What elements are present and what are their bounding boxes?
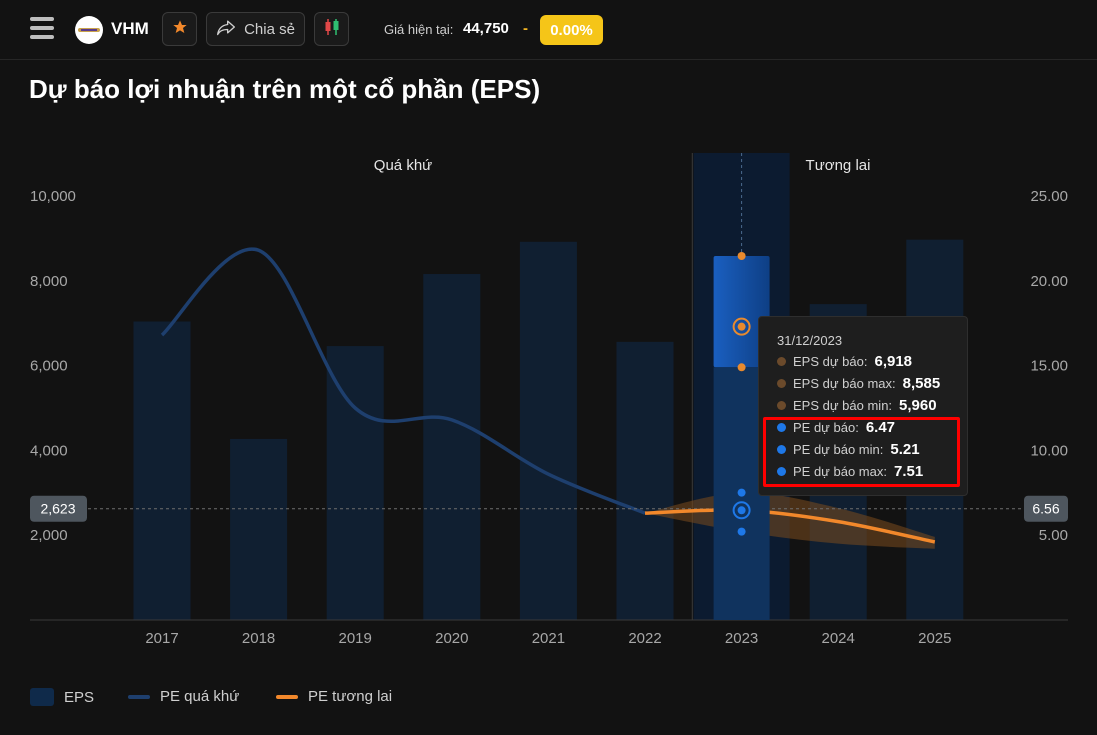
- y-right-tick-label: 15.00: [1030, 358, 1068, 375]
- y-right-tick-label: 25.00: [1030, 188, 1068, 205]
- pe-past-line: [160, 247, 646, 515]
- x-tick-label: 2020: [435, 630, 468, 647]
- legend-label: PE tương lai: [308, 688, 393, 705]
- legend-swatch: [276, 694, 298, 699]
- eps-bar: [519, 241, 577, 621]
- favorite-button[interactable]: [162, 12, 197, 46]
- tooltip-label: EPS dự báo min:: [793, 398, 893, 413]
- legend-item-pe-past[interactable]: PE quá khứ: [128, 688, 239, 705]
- eps-bar: [230, 438, 288, 620]
- tooltip-row: PE dự báo max: 7.51: [777, 463, 923, 480]
- share-button[interactable]: Chia sẻ: [206, 12, 305, 46]
- pe-max-point: [737, 488, 746, 497]
- legend-item-pe-future[interactable]: PE tương lai: [276, 688, 392, 705]
- legend-swatch: [128, 694, 150, 699]
- tooltip-row: PE dự báo min: 5.21: [777, 441, 920, 458]
- tooltip-row: EPS dự báo: 6,918: [777, 353, 912, 370]
- top-bar: VHM Chia sẻ Giá hiện tại: 44,750 - 0.00%: [0, 0, 1097, 60]
- tooltip-label: EPS dự báo:: [793, 354, 868, 369]
- logo-icon: [75, 16, 103, 44]
- legend-label: PE quá khứ: [160, 688, 240, 705]
- pe-forecast-point-ring: [732, 501, 751, 520]
- tooltip-value: 6.47: [865, 419, 896, 436]
- y-left-tick-label: 2,000: [30, 527, 68, 544]
- y-left-tick-label: 10,000: [30, 188, 76, 205]
- tooltip-dot: [777, 401, 786, 410]
- x-tick-label: 2017: [145, 630, 178, 647]
- tooltip-label: PE dự báo min:: [793, 442, 884, 457]
- section-label-future: Tương lai: [806, 157, 871, 174]
- tooltip-label: PE dự báo max:: [793, 464, 887, 479]
- x-tick-label: 2025: [918, 630, 951, 647]
- eps-forecast-point-ring: [732, 317, 751, 336]
- y-left-tick-label: 4,000: [30, 442, 68, 459]
- tooltip-dot: [777, 357, 786, 366]
- tooltip-row: EPS dự báo max: 8,585: [777, 375, 940, 392]
- price-label: Giá hiện tại:: [384, 22, 454, 37]
- x-tick-label: 2018: [242, 630, 275, 647]
- tooltip-highlight-box: [763, 417, 960, 487]
- legend-item-eps[interactable]: EPS: [30, 688, 94, 706]
- x-tick-label: 2021: [532, 630, 565, 647]
- eps-forecast-point: [737, 322, 746, 331]
- candlestick-icon: [324, 18, 340, 41]
- tooltip-dot: [777, 423, 786, 432]
- tooltip-value: 5.21: [890, 441, 920, 458]
- eps-bar: [423, 274, 481, 620]
- menu-icon[interactable]: [30, 17, 54, 39]
- legend-label: EPS: [64, 688, 95, 706]
- x-tick-label: 2023: [725, 630, 758, 647]
- tooltip-dot: [777, 467, 786, 476]
- y-right-tick-label: 20.00: [1030, 273, 1068, 290]
- x-tick-label: 2024: [822, 630, 855, 647]
- pe-min-point: [737, 527, 746, 536]
- y-left-tick-label: 6,000: [30, 358, 68, 375]
- legend-swatch: [30, 688, 54, 706]
- eps-bar: [133, 321, 191, 620]
- price-value: 44,750: [463, 20, 509, 37]
- pe-forecast-band: [645, 492, 935, 549]
- price-separator: -: [523, 20, 528, 37]
- eps-bar: [326, 346, 384, 620]
- tooltip-dot: [777, 445, 786, 454]
- eps-bar: [616, 341, 674, 620]
- tooltip-dot: [777, 379, 786, 388]
- tooltip-row: PE dự báo: 6.47: [777, 419, 895, 436]
- tooltip-value: 8,585: [902, 375, 941, 392]
- reference-badge-right: [1024, 495, 1068, 522]
- tooltip-label: PE dự báo:: [793, 420, 859, 435]
- share-icon: [216, 18, 236, 40]
- reference-label-pe: 6.56: [1032, 501, 1059, 517]
- x-tick-label: 2022: [628, 630, 661, 647]
- reference-label-eps: 2,623: [40, 501, 75, 517]
- tooltip-label: EPS dự báo max:: [793, 376, 896, 391]
- section-label-past: Quá khứ: [374, 157, 432, 174]
- eps-forecast-bar: [713, 255, 770, 368]
- chart-button[interactable]: [314, 12, 349, 46]
- eps-min-point: [737, 363, 746, 372]
- share-label: Chia sẻ: [244, 20, 295, 38]
- tooltip-value: 5,960: [899, 397, 937, 414]
- tooltip-date: 31/12/2023: [777, 333, 843, 348]
- reference-badge-left: [30, 495, 87, 522]
- chart-tooltip: 31/12/2023 EPS dự báo: 6,918 EPS dự báo m…: [758, 316, 968, 496]
- price-change-badge: 0.00%: [540, 15, 603, 45]
- ticker-symbol: VHM: [111, 19, 149, 38]
- tooltip-value: 7.51: [893, 463, 924, 480]
- x-tick-label: 2019: [339, 630, 372, 647]
- pe-forecast-point: [737, 506, 746, 515]
- tooltip-value: 6,918: [874, 353, 913, 370]
- page-title: Dự báo lợi nhuận trên một cổ phần (EPS): [29, 74, 541, 104]
- y-right-tick-label: 10.00: [1030, 442, 1068, 459]
- y-right-tick-label: 5.00: [1039, 527, 1068, 544]
- star-icon: [172, 19, 188, 40]
- eps-max-point: [737, 251, 746, 260]
- tooltip-row: EPS dự báo min: 5,960: [777, 397, 937, 414]
- pe-future-line: [644, 508, 936, 544]
- y-left-tick-label: 8,000: [30, 273, 68, 290]
